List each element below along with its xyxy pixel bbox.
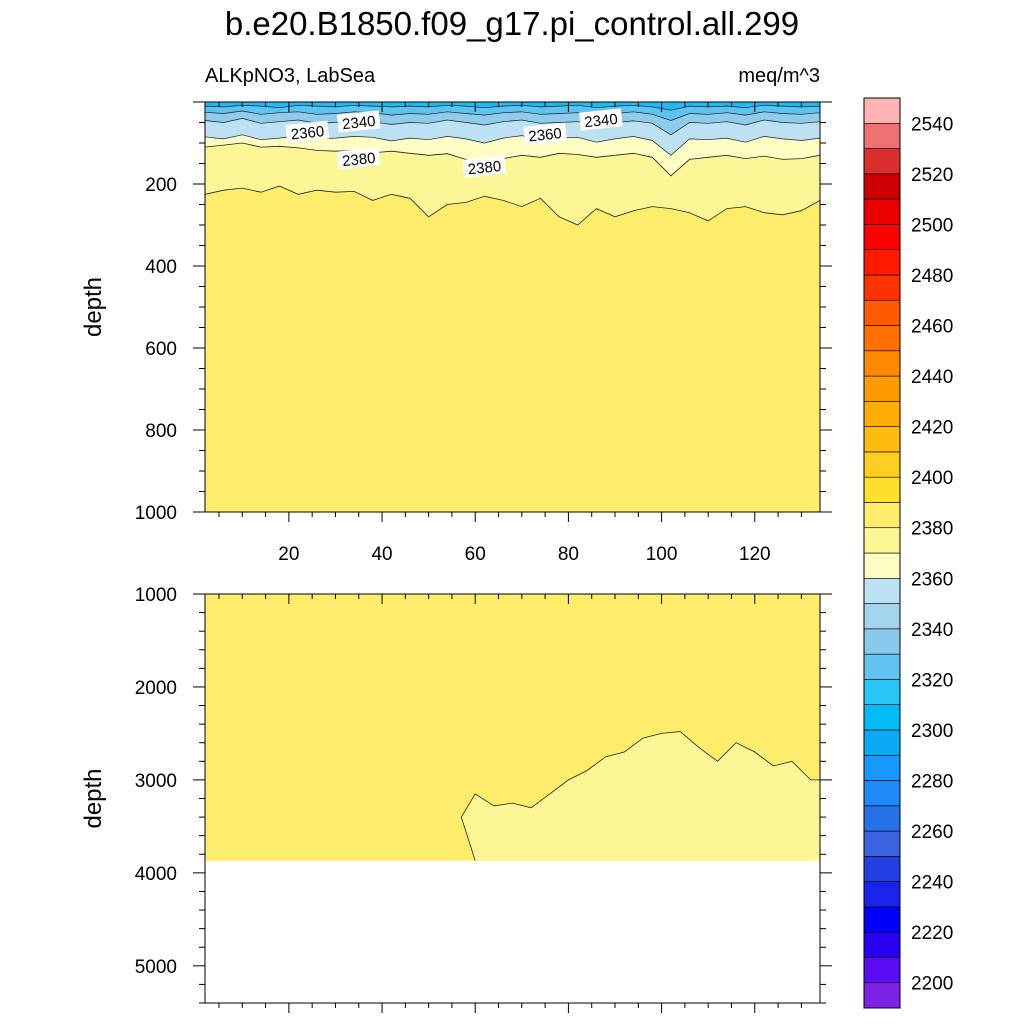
y-tick-label: 1000 xyxy=(135,585,177,606)
upper-panel: 2360 2340 2380 2380 2360 2340 20 40 60 80 100 120 20… xyxy=(80,101,832,565)
x-tick-label: 40 xyxy=(371,544,392,565)
x-tick-label: 20 xyxy=(278,544,299,565)
colorbar-bin xyxy=(863,830,901,857)
upper-ylabel: depth xyxy=(80,277,107,337)
y-tick-label: 4000 xyxy=(135,864,177,885)
contour-label-0: 2360 xyxy=(285,120,330,143)
colorbar-bin xyxy=(863,805,901,832)
colorbar-label: 2200 xyxy=(911,974,953,995)
colorbar-frame xyxy=(863,97,901,1009)
colorbar-bin xyxy=(863,325,901,352)
colorbar-label: 2500 xyxy=(911,215,953,236)
colorbar-bin xyxy=(863,122,901,149)
colorbar-label: 2460 xyxy=(911,317,953,338)
chart-subtitle-left: ALKpNO3, LabSea xyxy=(205,65,376,87)
contour-line-2400 xyxy=(204,185,821,226)
contour-label-text: 2340 xyxy=(584,111,619,131)
colorbar-label: 2480 xyxy=(911,266,953,287)
colorbar-bin xyxy=(863,224,901,250)
lower-panel: 1000 2000 3000 4000 5000 depth xyxy=(80,585,832,1013)
contour-label-text: 2360 xyxy=(528,125,563,145)
colorbar-bin xyxy=(863,527,901,554)
y-tick-label: 600 xyxy=(145,339,177,360)
x-tick-label: 60 xyxy=(465,544,486,565)
contour-label-1: 2340 xyxy=(336,110,381,133)
colorbar-bin xyxy=(863,401,901,427)
colorbar-bin xyxy=(863,198,901,225)
y-tick-label: 5000 xyxy=(135,957,177,978)
colorbar-bin xyxy=(863,299,901,326)
colorbar-label: 2540 xyxy=(911,114,953,135)
colorbar-bin xyxy=(863,274,901,301)
colorbar-label: 2400 xyxy=(911,468,953,489)
colorbar-label: 2520 xyxy=(911,165,953,186)
y-tick-label: 400 xyxy=(145,257,177,278)
x-tick-label: 100 xyxy=(646,544,678,565)
y-tick-label: 3000 xyxy=(135,771,177,792)
colorbar-bin xyxy=(863,97,901,124)
colorbar-bin xyxy=(863,931,901,958)
colorbar-label: 2300 xyxy=(911,721,953,742)
contour-line-c2320 xyxy=(204,110,821,121)
colorbar-bin xyxy=(863,148,901,175)
colorbar-bin xyxy=(863,603,901,630)
colorbar-bin xyxy=(863,754,901,781)
colorbar-bin xyxy=(863,476,901,503)
colorbar: 2200 2220 2240 2260 2280 2300 2320 2340 2360 2380… xyxy=(863,97,953,1009)
chart-title: b.e20.B1850.f09_g17.pi_control.all.299 xyxy=(225,5,799,42)
contour-label-2: 2380 xyxy=(336,147,381,170)
colorbar-label: 2240 xyxy=(911,873,953,894)
colorbar-bin xyxy=(863,957,901,984)
y-tick-label: 2000 xyxy=(135,678,177,699)
colorbar-label: 2360 xyxy=(911,569,953,590)
contour-label-text: 2360 xyxy=(290,123,325,143)
y-tick-label: 800 xyxy=(145,421,177,442)
colorbar-label: 2260 xyxy=(911,822,953,843)
colorbar-bin xyxy=(863,679,901,705)
contour-line-2380 xyxy=(204,142,821,177)
colorbar-bin xyxy=(863,350,901,377)
colorbar-bin xyxy=(863,729,901,756)
contour-label-4: 2360 xyxy=(523,122,567,145)
colorbar-bin xyxy=(863,982,901,1009)
colorbar-bin xyxy=(863,881,901,908)
colorbar-bin xyxy=(863,249,901,276)
colorbar-bin xyxy=(863,906,901,933)
contour-label-text: 2380 xyxy=(467,158,502,178)
colorbar-label: 2380 xyxy=(911,519,953,540)
colorbar-label: 2280 xyxy=(911,772,953,793)
colorbar-bin xyxy=(863,173,901,200)
colorbar-bin xyxy=(863,552,901,579)
y-tick-label: 1000 xyxy=(135,503,177,524)
colorbar-bin xyxy=(863,426,901,453)
colorbar-bin xyxy=(863,577,901,604)
contour-label-text: 2380 xyxy=(341,150,376,170)
contour-line-c2340 xyxy=(204,118,821,136)
y-tick-label: 200 xyxy=(145,175,177,196)
colorbar-bin xyxy=(863,502,901,529)
colorbar-bin xyxy=(863,856,901,882)
colorbar-bin xyxy=(863,653,901,680)
contour-line-deep xyxy=(460,731,820,861)
colorbar-bin xyxy=(863,375,901,402)
contour-label-text: 2340 xyxy=(341,113,376,133)
x-tick-label: 120 xyxy=(739,544,771,565)
colorbar-label: 2320 xyxy=(911,670,953,691)
colorbar-bin xyxy=(863,704,901,731)
colorbar-label: 2340 xyxy=(911,620,953,641)
colorbar-label: 2440 xyxy=(911,367,953,388)
colorbar-label: 2420 xyxy=(911,418,953,439)
lower-ylabel: depth xyxy=(80,768,107,828)
colorbar-bin xyxy=(863,628,901,655)
contour-line-c2300 xyxy=(204,104,821,111)
colorbar-label: 2220 xyxy=(911,923,953,944)
contour-label-3: 2380 xyxy=(462,155,507,178)
x-tick-label: 80 xyxy=(558,544,579,565)
chart-subtitle-right: meq/m^3 xyxy=(738,65,820,87)
colorbar-bin xyxy=(863,451,901,478)
contour-label-5: 2340 xyxy=(579,108,623,131)
fill-light-yellow-deep xyxy=(461,731,820,861)
colorbar-bin xyxy=(863,780,901,807)
